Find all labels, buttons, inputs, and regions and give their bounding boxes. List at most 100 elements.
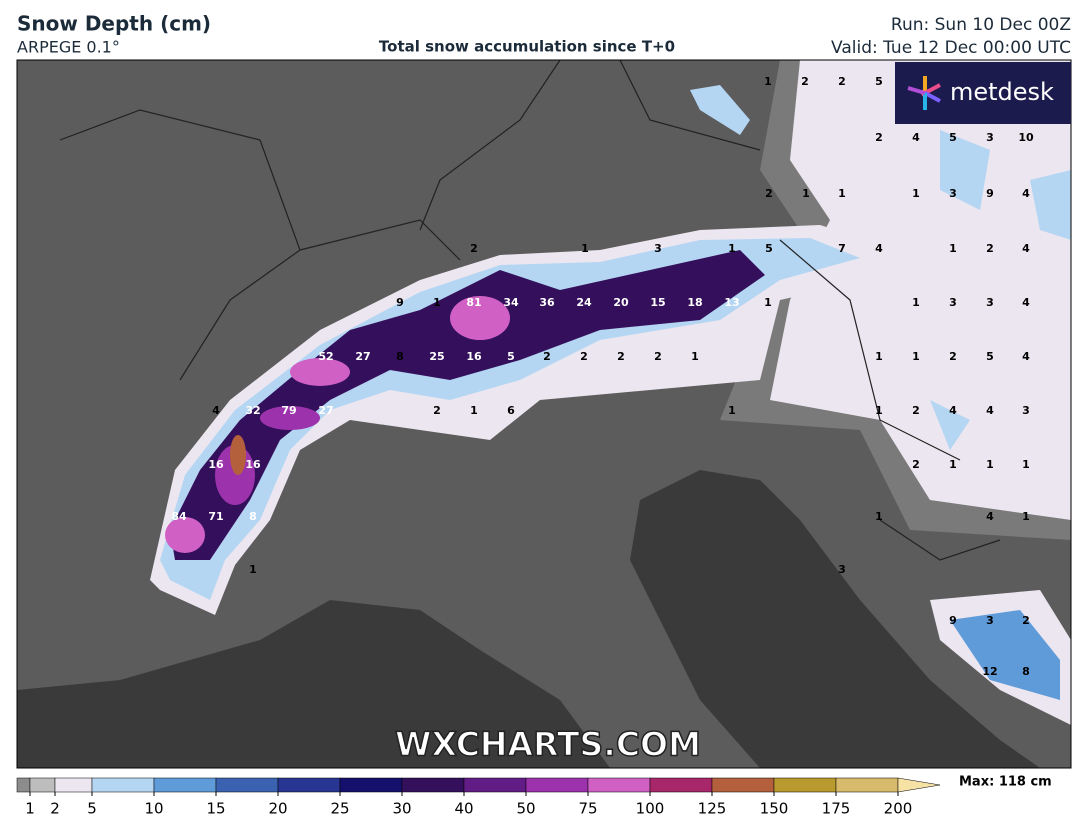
point-label: 2 — [949, 350, 957, 363]
colorbar-segment — [525, 777, 589, 793]
point-label: 24 — [576, 296, 592, 309]
map — [17, 60, 1071, 768]
point-label: 1 — [728, 242, 736, 255]
point-label: 2 — [654, 350, 662, 363]
point-label: 1 — [433, 296, 441, 309]
colorbar-label: 40 — [454, 800, 473, 818]
point-label: 1 — [249, 563, 257, 576]
map-frame — [16, 59, 1072, 769]
point-label: 81 — [466, 296, 481, 309]
point-label: 15 — [650, 296, 665, 309]
colorbar-label: 10 — [144, 800, 163, 818]
snow-area — [690, 85, 750, 135]
point-label: 1 — [728, 404, 736, 417]
point-label: 1 — [875, 510, 883, 523]
point-label: 32 — [245, 404, 260, 417]
point-label: 4 — [912, 131, 920, 144]
point-label: 4 — [1022, 187, 1030, 200]
point-label: 9 — [396, 296, 404, 309]
point-label: 2 — [912, 404, 920, 417]
colorbar-segment — [215, 777, 279, 793]
colorbar-label: 150 — [760, 800, 789, 818]
colorbar-label: 20 — [268, 800, 287, 818]
max-label: Max: 118 cm — [959, 775, 1052, 790]
colorbar-label: 50 — [516, 800, 535, 818]
point-label: 1 — [912, 296, 920, 309]
colorbar-segment — [91, 777, 155, 793]
point-label: 2 — [580, 350, 588, 363]
point-label: 34 — [503, 296, 519, 309]
point-label: 6 — [507, 404, 515, 417]
point-label: 9 — [949, 614, 957, 627]
point-label: 10 — [1018, 131, 1034, 144]
watermark: WXCHARTS.COM — [395, 725, 701, 764]
point-label: 2 — [912, 458, 920, 471]
colorbar-segment — [587, 777, 651, 793]
border — [59, 60, 1001, 561]
snow-core — [165, 517, 205, 553]
snow-core — [260, 406, 320, 430]
point-label: 36 — [539, 296, 555, 309]
colorbar-label: 100 — [636, 800, 665, 818]
point-label: 1 — [581, 242, 589, 255]
point-label: 4 — [949, 404, 957, 417]
snow-core — [290, 358, 350, 386]
logo-icon — [907, 76, 941, 110]
point-label: 4 — [875, 242, 883, 255]
point-label: 7 — [838, 242, 846, 255]
snow-area — [950, 610, 1060, 700]
point-label: 25 — [429, 350, 444, 363]
point-label: 1 — [764, 296, 772, 309]
sea — [17, 600, 610, 768]
point-label: 16 — [208, 458, 224, 471]
snow-core — [230, 435, 246, 475]
point-label: 2 — [875, 131, 883, 144]
colorbar-segment — [649, 777, 713, 793]
run: Run: Sun 10 Dec 00Z — [891, 15, 1071, 35]
point-label: 1 — [949, 458, 957, 471]
point-label: 3 — [654, 242, 662, 255]
colorbar-arrow — [897, 777, 941, 793]
logo-text: metdesk — [950, 78, 1054, 106]
point-label: 20 — [613, 296, 629, 309]
point-label: 79 — [281, 404, 296, 417]
snow-area — [930, 130, 1071, 450]
colorbar-segment — [29, 777, 56, 793]
colorbar-segment — [835, 777, 899, 793]
point-label: 1 — [470, 404, 478, 417]
point-label: 2 — [470, 242, 478, 255]
colorbar-label: 25 — [330, 800, 349, 818]
point-label: 13 — [724, 296, 739, 309]
point-label: 2 — [1022, 614, 1030, 627]
point-label: 3 — [986, 131, 994, 144]
point-label: 9 — [986, 187, 994, 200]
colorbar-segment — [773, 777, 837, 793]
point-label: 1 — [949, 242, 957, 255]
point-label: 4 — [1022, 350, 1030, 363]
point-label: 1 — [764, 75, 772, 88]
point-label: 2 — [765, 187, 773, 200]
colorbar-label: 5 — [87, 800, 97, 818]
colorbar-label: 125 — [698, 800, 727, 818]
point-label: 4 — [986, 510, 994, 523]
point-label: 5 — [765, 242, 773, 255]
point-label: 2 — [543, 350, 551, 363]
snow-core — [450, 296, 510, 340]
colorbar-label: 75 — [578, 800, 597, 818]
point-label: 5 — [986, 350, 994, 363]
point-label: 84 — [171, 510, 187, 523]
point-label: 3 — [838, 563, 846, 576]
colorbar-segment — [339, 777, 403, 793]
colorbar-label: 2 — [50, 800, 60, 818]
point-label: 1 — [691, 350, 699, 363]
point-label: 5 — [875, 75, 883, 88]
point-label: 2 — [838, 75, 846, 88]
point-label: 2 — [801, 75, 809, 88]
colorbar-segment — [463, 777, 527, 793]
subtitle: Total snow accumulation since T+0 — [379, 38, 675, 56]
point-label: 3 — [986, 296, 994, 309]
point-label: 1 — [912, 350, 920, 363]
sea — [630, 470, 1040, 768]
colorbar-segment — [54, 777, 93, 793]
